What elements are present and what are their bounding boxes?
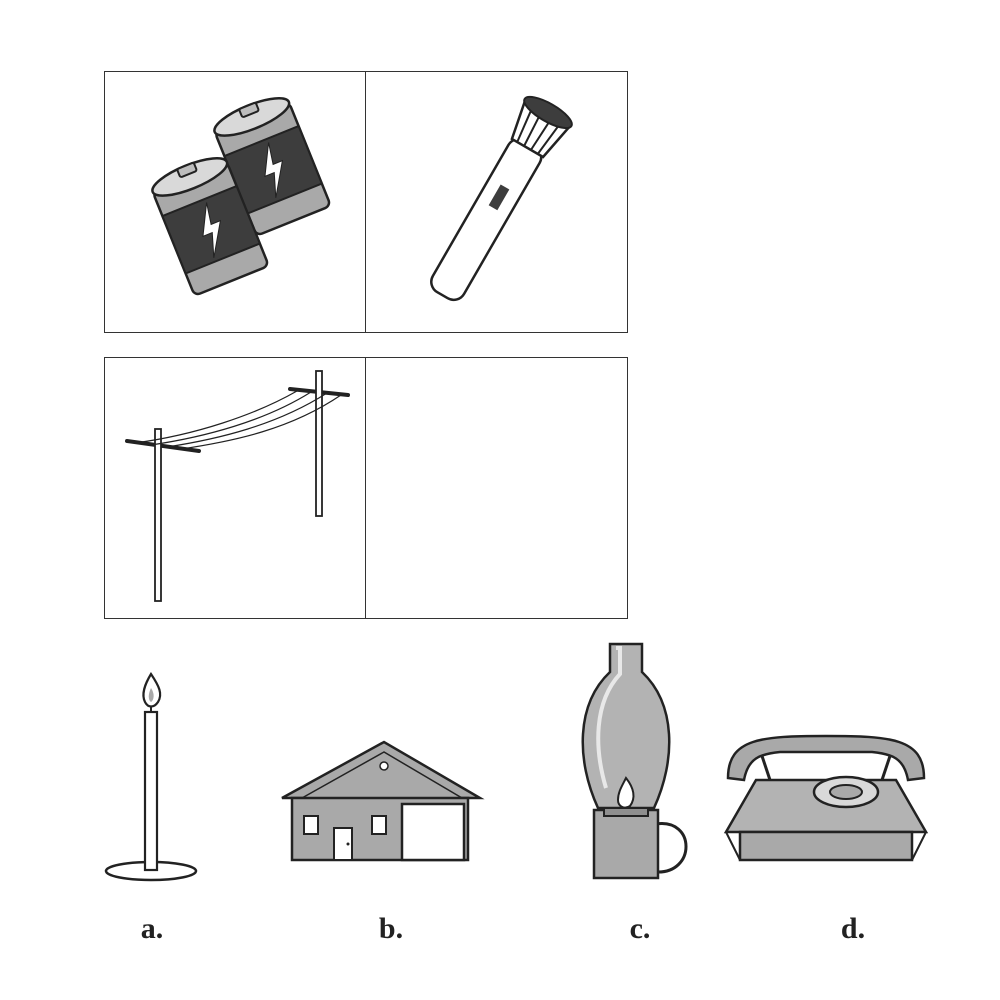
house-icon (276, 738, 486, 866)
oil-lamp-icon (572, 638, 700, 886)
grid-cell-answer-blank (365, 357, 628, 619)
option-label-d[interactable]: d. (840, 912, 866, 945)
option-label-c[interactable]: c. (629, 912, 651, 945)
power-lines-icon (115, 365, 360, 610)
flashlight-icon (405, 95, 585, 320)
grid-cell-power-lines (104, 357, 367, 619)
option-label-a[interactable]: a. (140, 912, 164, 945)
candle-icon (100, 668, 202, 886)
batteries-icon (132, 95, 342, 320)
option-label-b[interactable]: b. (378, 912, 404, 945)
telephone-icon (722, 728, 930, 866)
